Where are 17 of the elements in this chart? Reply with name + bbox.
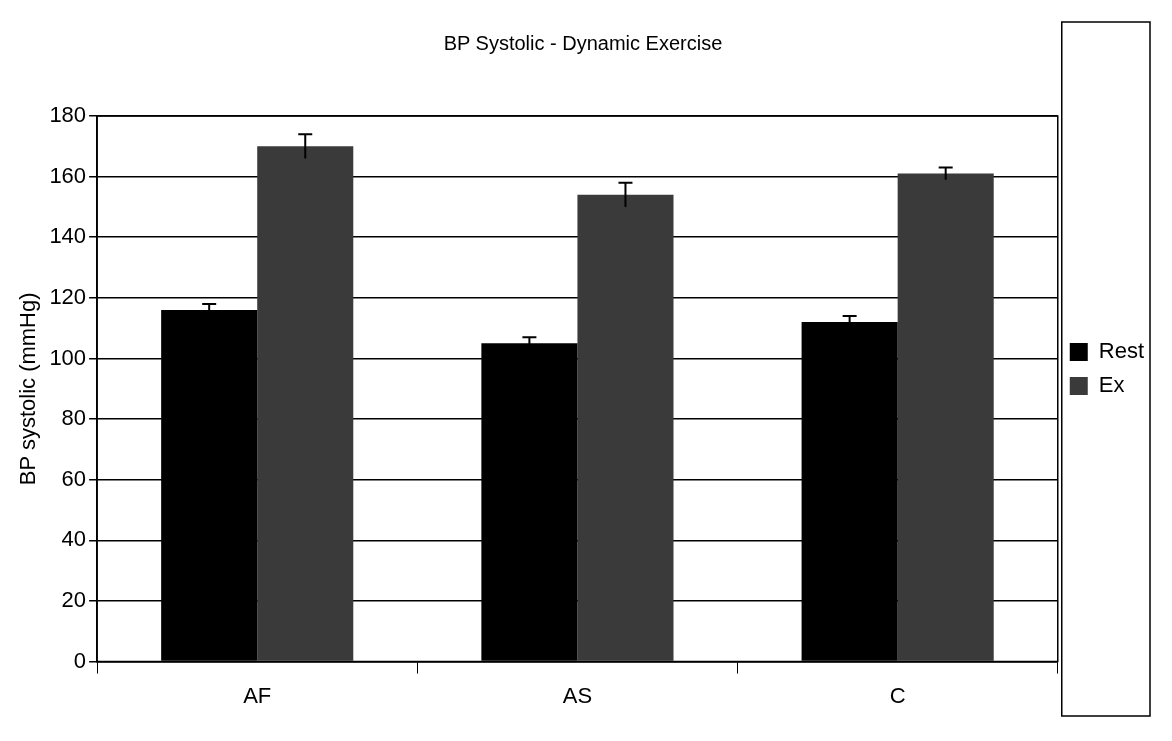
y-tick-label: 40 xyxy=(61,526,87,552)
x-tick-label: AS xyxy=(562,682,593,708)
y-tick-label: 60 xyxy=(61,465,87,491)
y-tick-label: 100 xyxy=(49,344,87,370)
legend-label: Rest xyxy=(1098,338,1145,364)
y-axis-title: BP systolic (mmHg) xyxy=(15,292,41,486)
y-tick-label: 20 xyxy=(61,587,87,613)
y-tick-label: 140 xyxy=(49,223,87,249)
y-tick-label: 180 xyxy=(49,102,87,128)
x-tick-label: AF xyxy=(243,682,272,708)
y-tick-label: 120 xyxy=(49,283,87,309)
legend-label: Ex xyxy=(1098,372,1125,398)
y-tick-label: 0 xyxy=(73,647,87,673)
chart-title: BP Systolic - Dynamic Exercise xyxy=(443,31,723,54)
y-tick-label: 160 xyxy=(49,162,87,188)
y-tick-label: 80 xyxy=(61,405,87,431)
x-tick-label: C xyxy=(889,682,906,708)
